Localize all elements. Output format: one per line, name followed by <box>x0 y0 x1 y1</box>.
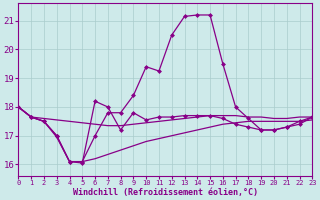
X-axis label: Windchill (Refroidissement éolien,°C): Windchill (Refroidissement éolien,°C) <box>73 188 258 197</box>
